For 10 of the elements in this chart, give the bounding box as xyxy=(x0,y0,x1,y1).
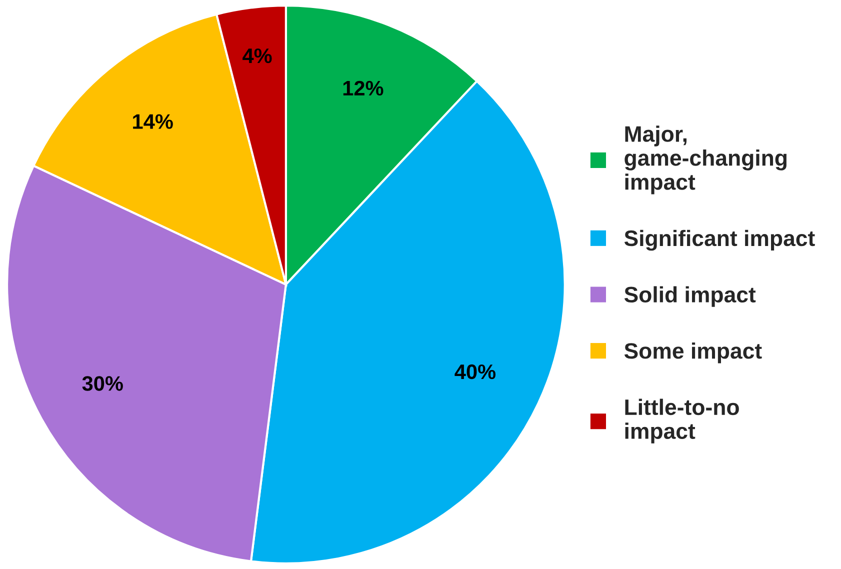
data-label: 40% xyxy=(454,364,496,380)
legend-label: Little-to-no impact xyxy=(625,398,739,444)
legend-label: Some impact xyxy=(624,342,762,364)
data-label: 30% xyxy=(82,376,123,391)
data-label: 4% xyxy=(242,48,272,64)
legend-label: Major, game-changing impact xyxy=(624,126,786,194)
data-label: 12% xyxy=(343,80,384,96)
legend-label: Significant impact xyxy=(624,230,815,251)
data-label: 14% xyxy=(133,114,173,129)
legend-label: Solid impact xyxy=(624,286,756,307)
